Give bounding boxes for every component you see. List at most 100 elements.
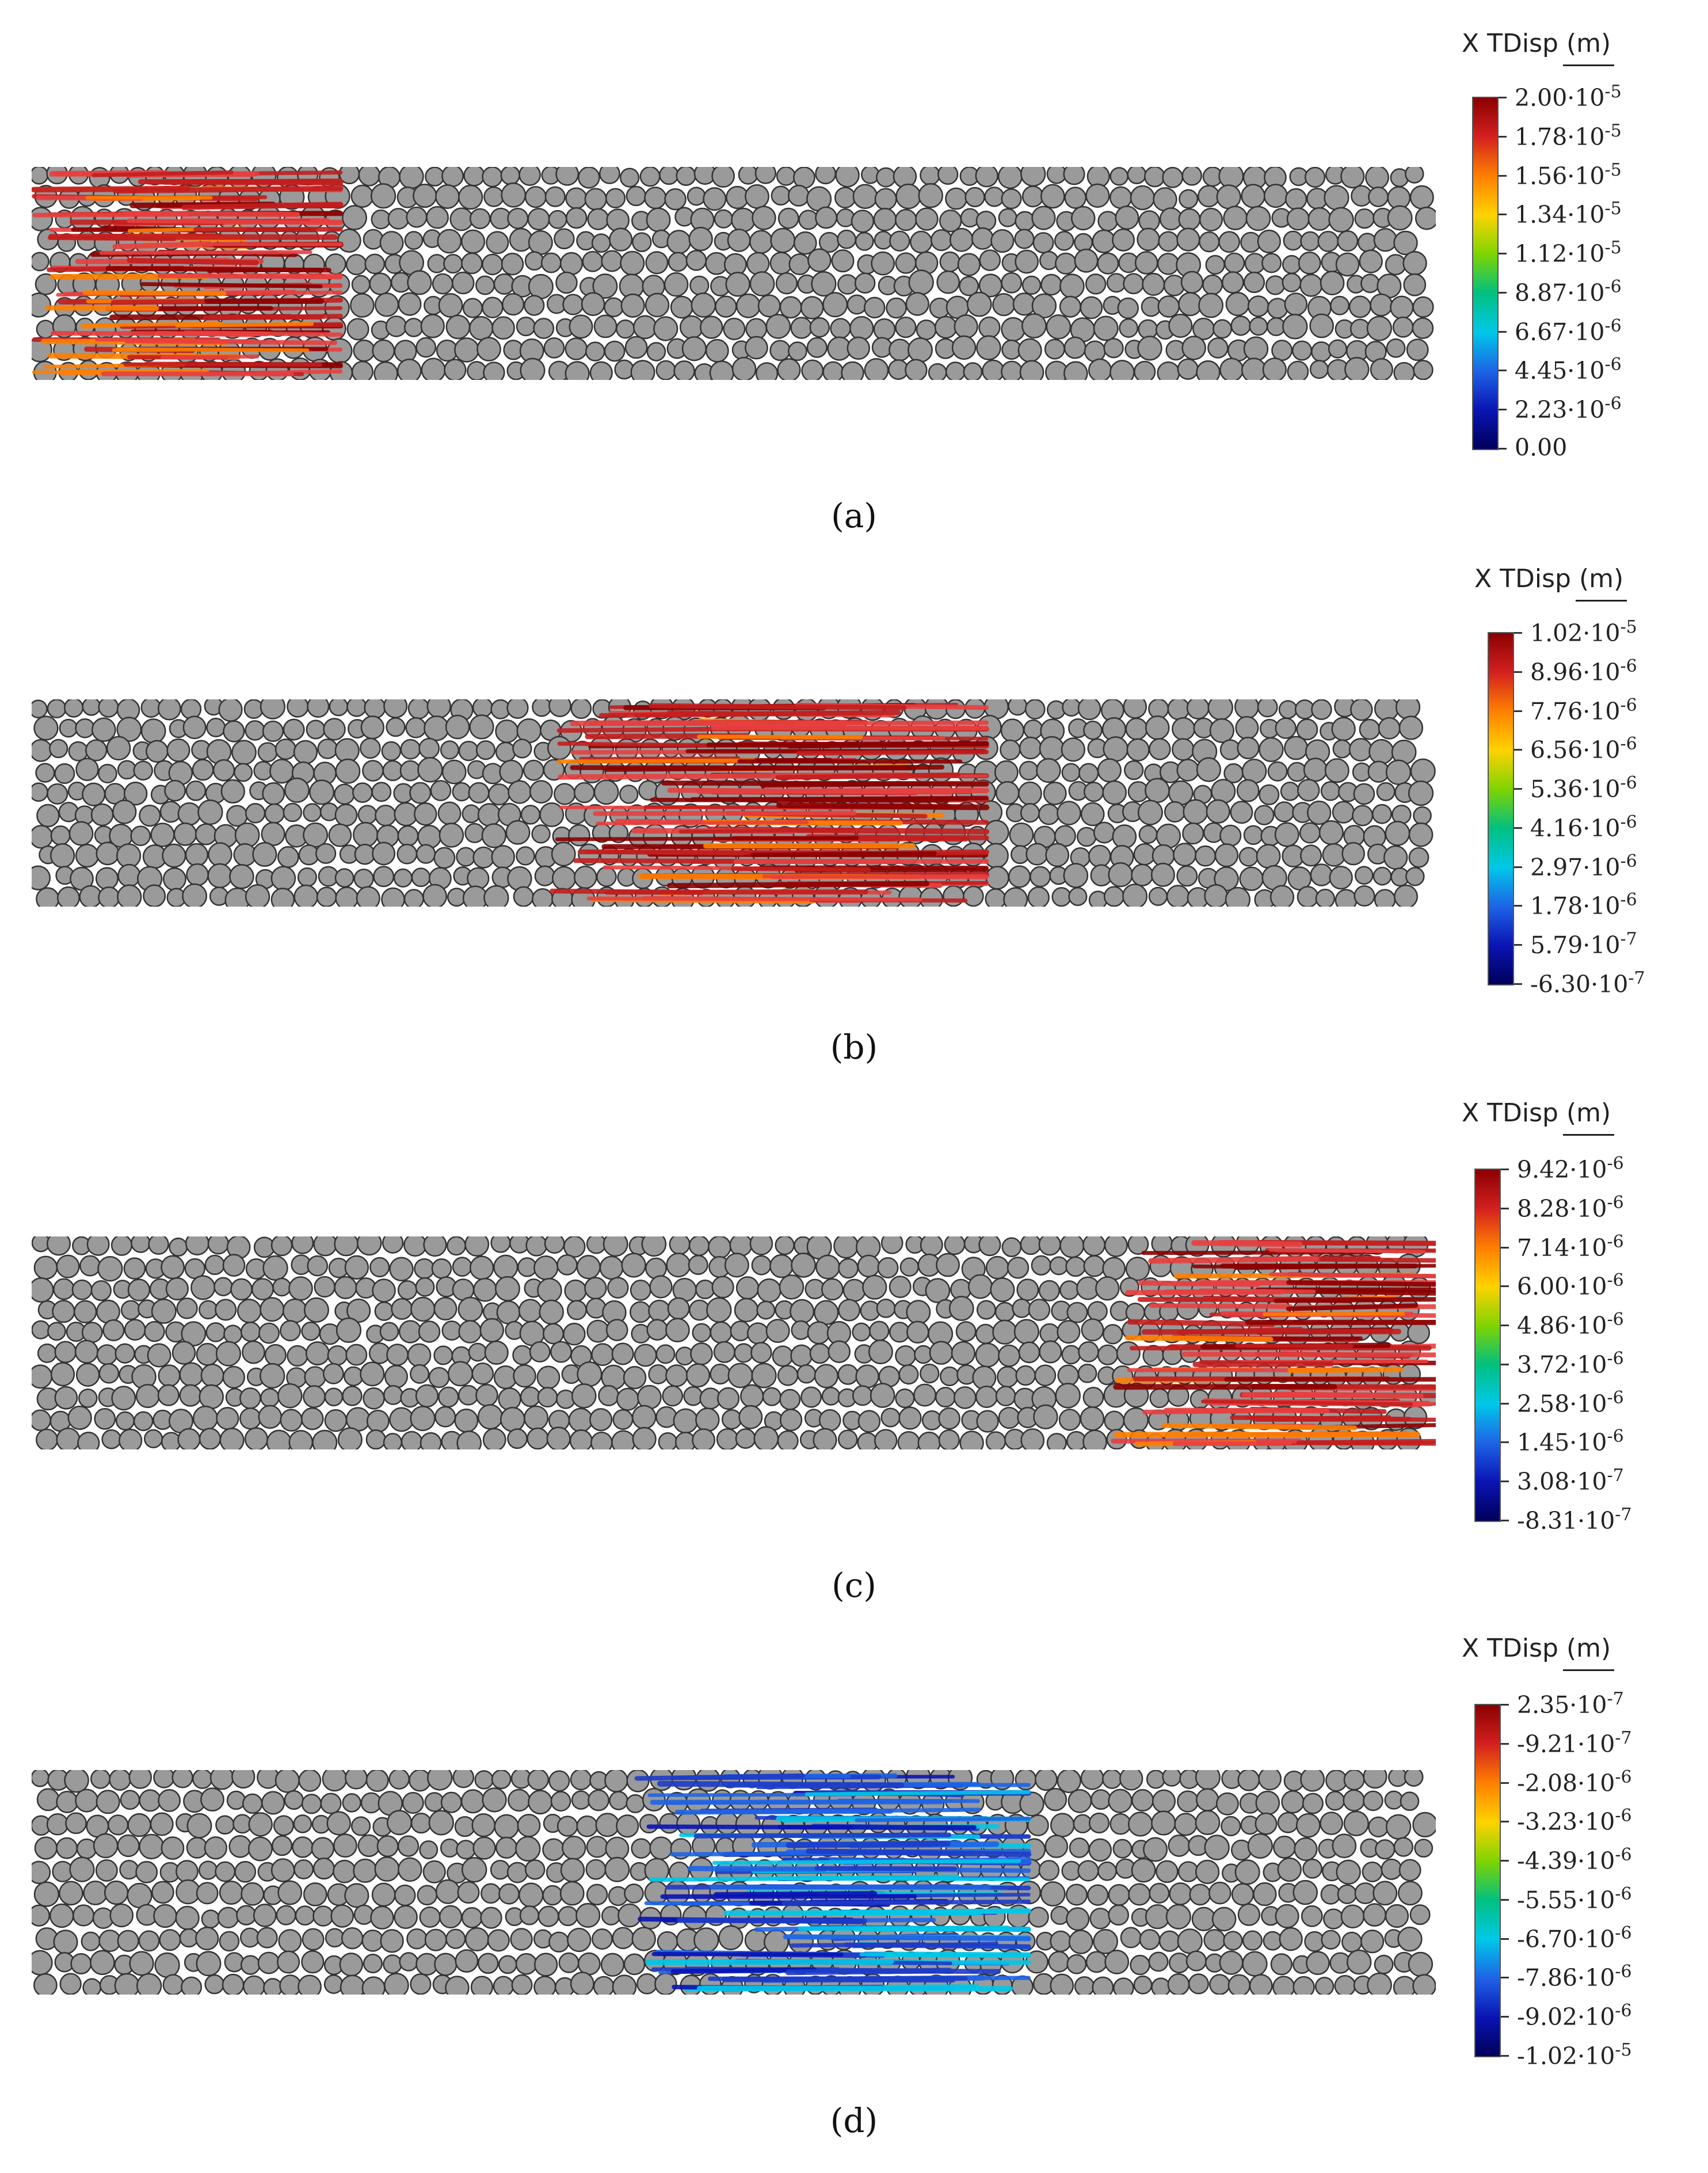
particle	[955, 1321, 977, 1342]
particle	[1146, 1770, 1166, 1789]
particle	[356, 1236, 382, 1256]
particle	[659, 1813, 680, 1834]
particle	[863, 296, 886, 319]
particle	[218, 699, 243, 722]
particle	[938, 1407, 960, 1430]
particle	[1181, 167, 1203, 186]
particle	[1110, 360, 1135, 380]
particle	[462, 298, 483, 318]
particle	[855, 1364, 879, 1388]
colorbar-tick-label: 2.23·10-6	[1515, 394, 1622, 424]
particle	[32, 292, 52, 318]
particle	[256, 1927, 278, 1949]
particle	[1065, 1883, 1088, 1906]
particle	[1039, 1323, 1060, 1344]
colorbar-tick-label: 1.45·10-6	[1517, 1426, 1624, 1457]
particle	[1050, 1930, 1072, 1953]
particle	[1360, 273, 1380, 294]
particle	[1353, 783, 1375, 805]
particle	[1258, 1770, 1282, 1791]
particle	[1018, 781, 1042, 806]
particle	[1103, 736, 1128, 762]
particle	[1148, 886, 1168, 906]
particle	[601, 250, 623, 272]
particle	[162, 843, 186, 868]
particle	[889, 230, 910, 252]
particle-svg	[32, 1236, 1436, 1449]
particle	[262, 1255, 288, 1281]
particle	[544, 1236, 565, 1254]
particle	[334, 868, 354, 888]
particle	[1023, 719, 1043, 740]
particle	[584, 188, 607, 211]
particle	[574, 865, 597, 889]
particle	[1213, 319, 1232, 339]
particle	[750, 1342, 772, 1364]
particle	[874, 1429, 898, 1449]
particle	[984, 187, 1005, 207]
particle	[959, 1430, 984, 1449]
displacement-arrow	[82, 290, 227, 296]
colorbar-tick-label: 5.36·10-6	[1530, 773, 1637, 803]
particle	[403, 889, 424, 907]
particle	[895, 1388, 915, 1409]
particle	[543, 1323, 565, 1345]
particle	[985, 1431, 1006, 1449]
particle	[835, 167, 860, 188]
particle	[528, 273, 554, 299]
particle	[639, 1814, 659, 1834]
particle	[1028, 1906, 1049, 1928]
particle	[477, 803, 501, 827]
particle	[474, 1770, 494, 1790]
particle	[456, 1840, 476, 1860]
particle	[670, 295, 693, 319]
particle	[1177, 1861, 1199, 1882]
particle	[604, 1856, 630, 1882]
particle	[821, 1387, 841, 1406]
particle	[690, 1342, 713, 1365]
particle	[1015, 249, 1039, 274]
particle	[277, 293, 303, 318]
particle	[665, 1364, 688, 1387]
particle	[945, 361, 966, 380]
particle	[475, 1384, 498, 1407]
particle	[418, 737, 440, 759]
particle	[223, 1325, 243, 1344]
particle	[1370, 358, 1393, 380]
particle	[1330, 295, 1349, 315]
particle	[591, 1928, 613, 1950]
particle	[192, 1405, 218, 1431]
particle	[75, 1363, 100, 1387]
displacement-arrow	[127, 257, 259, 266]
particle	[1237, 1903, 1261, 1926]
colorbar-title-prefix: X TDisp	[1462, 29, 1558, 58]
particle	[935, 1387, 956, 1408]
displacement-arrow	[127, 218, 343, 226]
particle	[1019, 1791, 1044, 1817]
particle	[1291, 340, 1313, 361]
particle	[762, 1387, 781, 1406]
particle	[176, 1860, 199, 1883]
particle	[1001, 1237, 1022, 1258]
particle	[1020, 167, 1046, 187]
particle	[673, 1408, 699, 1434]
colorbar-tick-label: 4.16·10-6	[1530, 812, 1637, 842]
particle	[1344, 357, 1370, 380]
particle	[537, 1905, 559, 1927]
displacement-arrow	[855, 1816, 1031, 1822]
particle	[1353, 1299, 1378, 1323]
particle	[898, 1406, 922, 1430]
particle	[93, 1833, 119, 1859]
particle	[258, 1405, 283, 1429]
colorbar-tick	[1514, 749, 1522, 751]
particle	[1000, 739, 1021, 760]
particle	[82, 782, 106, 806]
particle	[1412, 1812, 1436, 1838]
particle	[673, 360, 695, 380]
particle	[1137, 800, 1163, 825]
colorbar-tick-label: 2.35·10-7	[1517, 1689, 1624, 1719]
particle	[373, 361, 398, 380]
particle	[1259, 737, 1284, 763]
particle	[311, 1837, 335, 1860]
particle	[445, 714, 470, 740]
